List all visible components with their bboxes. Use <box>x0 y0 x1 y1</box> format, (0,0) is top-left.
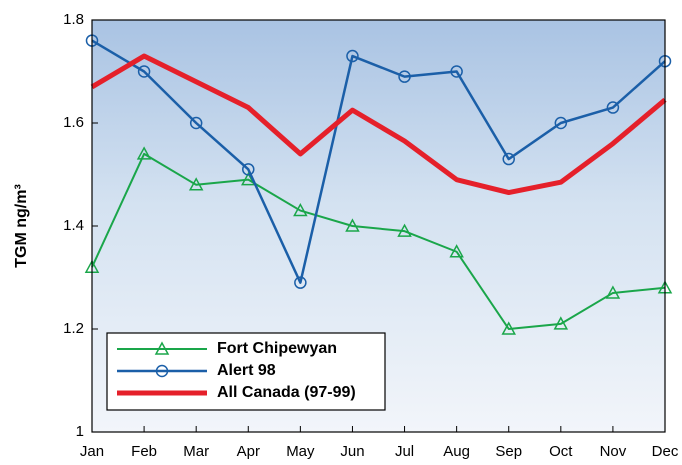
legend-label: All Canada (97-99) <box>217 384 356 401</box>
marker <box>345 218 360 232</box>
x-tick-label: Oct <box>549 443 573 460</box>
y-axis-label: TGM ng/m³ <box>13 184 30 268</box>
y-tick-label: 1.4 <box>63 217 84 234</box>
y-tick-label: 1.8 <box>63 11 84 28</box>
marker <box>450 65 463 78</box>
marker <box>449 244 464 258</box>
marker <box>501 321 516 335</box>
marker <box>553 316 569 330</box>
marker <box>397 223 412 237</box>
y-tick-label: 1 <box>76 423 84 440</box>
x-tick-label: Jun <box>340 443 364 460</box>
marker <box>188 177 204 191</box>
y-tick-label: 1.6 <box>63 114 84 131</box>
x-tick-label: Mar <box>183 443 209 460</box>
legend-label: Alert 98 <box>217 362 276 379</box>
marker <box>293 202 308 217</box>
marker <box>137 65 151 78</box>
plot-frame <box>91 19 666 433</box>
x-tick-label: Jan <box>80 443 104 460</box>
marker <box>189 116 203 130</box>
x-tick-label: Dec <box>652 443 679 460</box>
series-line <box>90 53 667 196</box>
marker <box>502 152 515 166</box>
marker <box>241 172 256 186</box>
marker <box>554 116 568 130</box>
y-tick-label: 1.2 <box>63 320 84 337</box>
x-tick-label: Apr <box>237 443 260 460</box>
x-tick-label: Sep <box>495 443 522 460</box>
series-line <box>91 39 666 284</box>
x-tick-label: Feb <box>131 443 157 460</box>
legend-label: Fort Chipewyan <box>217 340 337 357</box>
marker <box>294 276 307 289</box>
x-tick-label: Jul <box>395 443 414 460</box>
x-tick-label: May <box>286 443 315 460</box>
marker <box>242 163 255 176</box>
marker <box>398 70 411 83</box>
marker <box>136 146 152 160</box>
marker <box>154 341 170 355</box>
marker <box>606 101 620 114</box>
marker <box>346 49 359 63</box>
x-tick-label: Nov <box>600 443 627 460</box>
series-line <box>91 152 666 330</box>
marker <box>605 285 621 299</box>
marker <box>155 364 169 378</box>
x-tick-label: Aug <box>443 443 470 460</box>
